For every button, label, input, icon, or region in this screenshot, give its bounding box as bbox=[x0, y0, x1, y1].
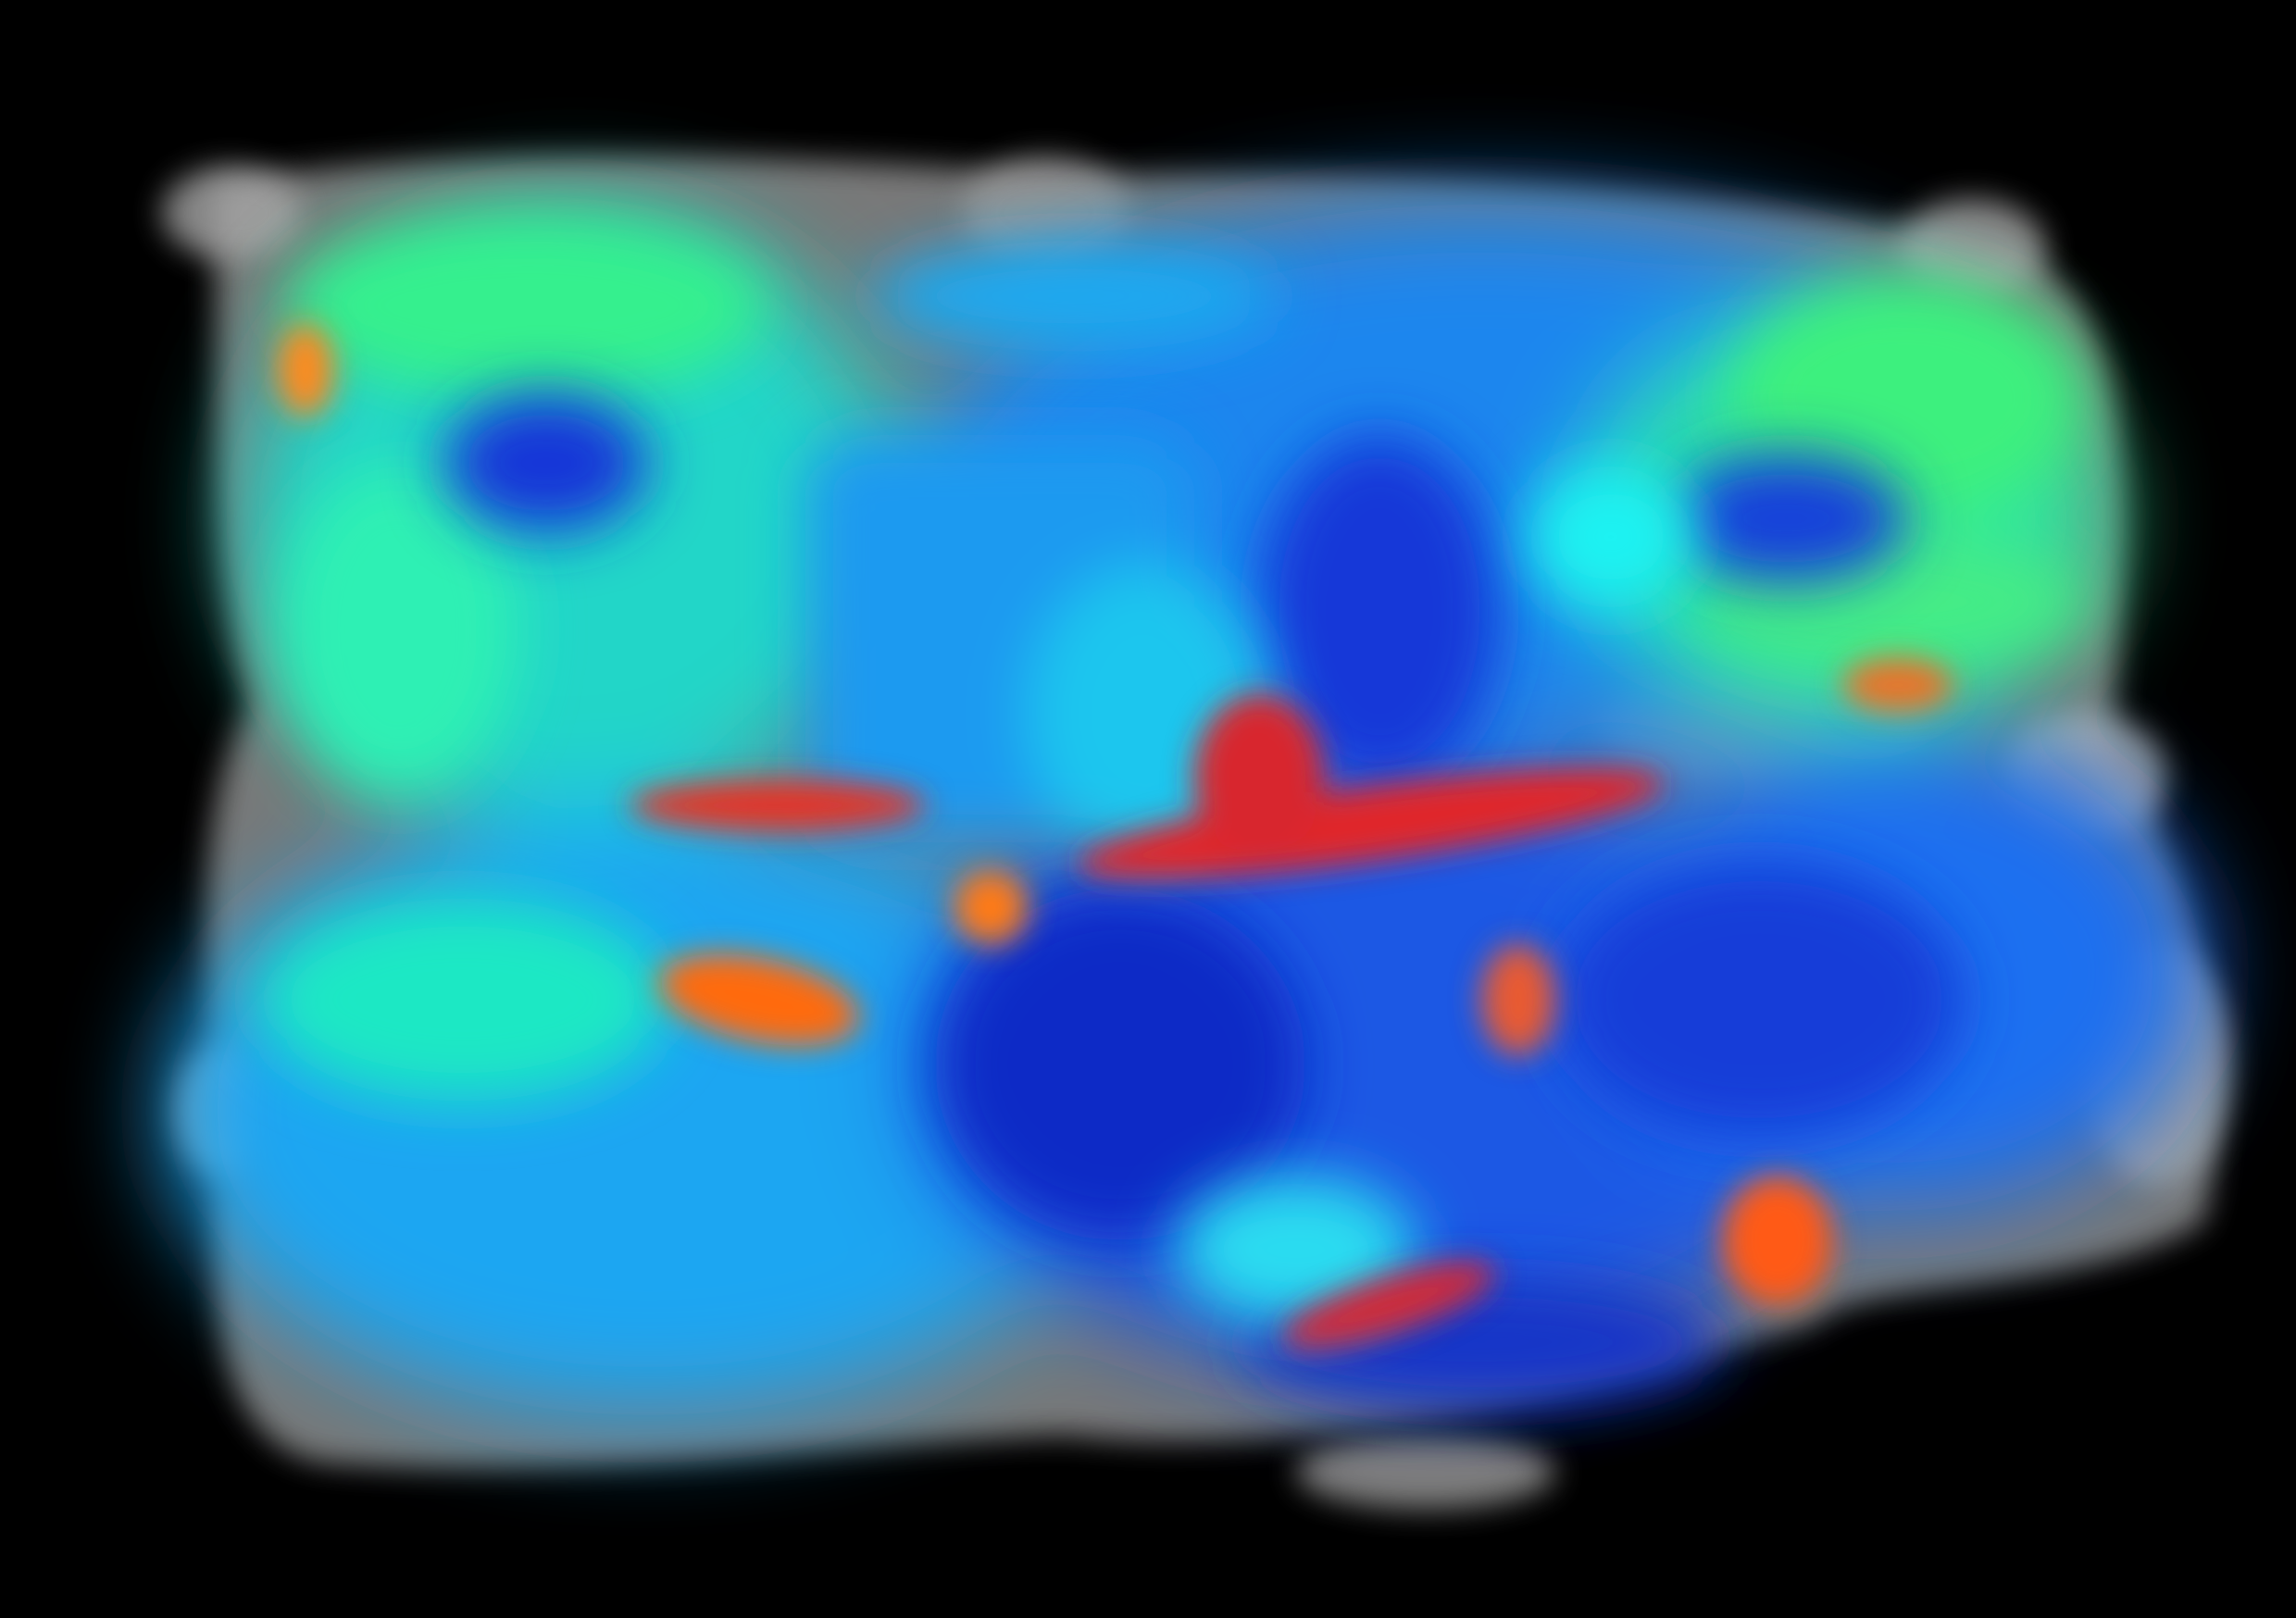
hot-structures bbox=[278, 324, 1953, 1349]
